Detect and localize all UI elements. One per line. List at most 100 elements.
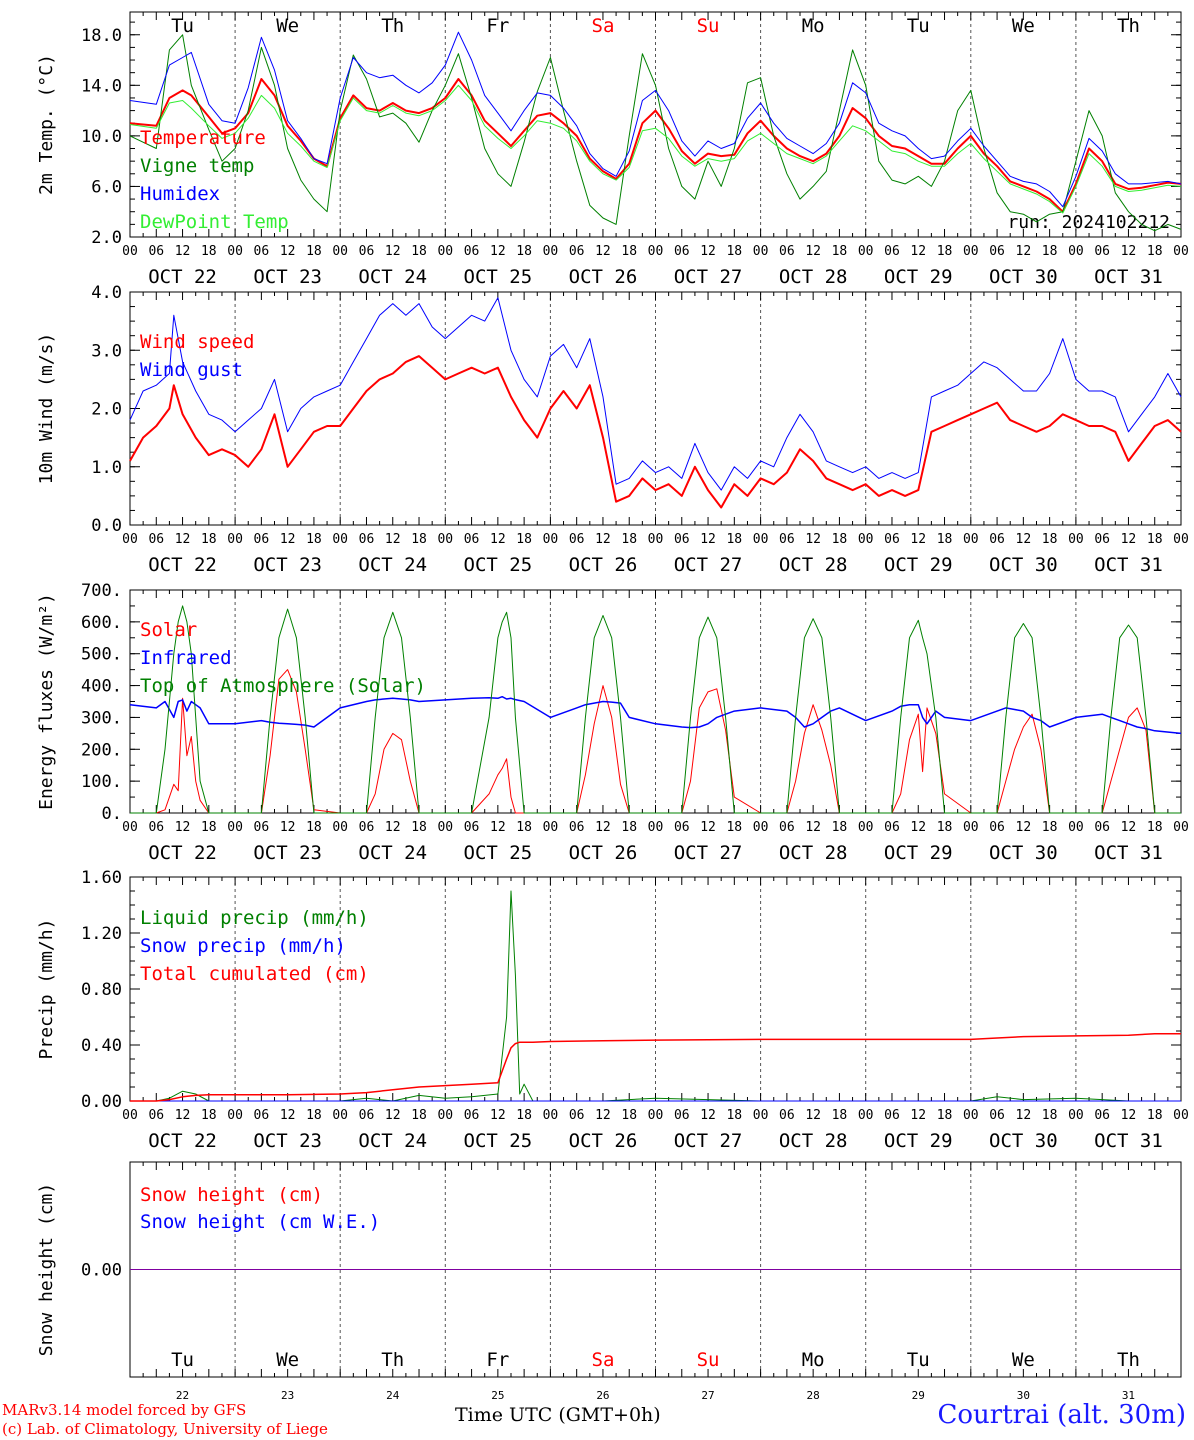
model-credit: MARv3.14 model forced by GFS	[2, 1401, 247, 1419]
hour-label: 12	[805, 244, 821, 259]
date-label: OCT 24	[358, 1130, 427, 1152]
hour-label: 12	[175, 820, 191, 835]
hour-label: 18	[1147, 532, 1163, 547]
hour-label: 18	[937, 532, 953, 547]
date-label: OCT 22	[148, 842, 217, 864]
hour-label: 06	[779, 1108, 795, 1123]
hour-label: 00	[543, 1108, 559, 1123]
weekday-label: Th	[381, 15, 404, 37]
series-line-energy-1	[129, 695, 1182, 735]
hour-label: 06	[989, 532, 1005, 547]
legend-entry: Infrared	[140, 647, 232, 669]
hour-label: 12	[700, 1108, 716, 1123]
date-label: OCT 29	[884, 554, 953, 576]
weekday-label: Su	[697, 15, 720, 37]
hour-label: 18	[832, 244, 848, 259]
hour-label: 18	[832, 532, 848, 547]
hour-label: 00	[1068, 532, 1084, 547]
date-label: OCT 27	[674, 842, 743, 864]
weekday-label: Fr	[486, 1349, 509, 1371]
day-number-label: 23	[281, 1389, 294, 1402]
date-label: OCT 30	[989, 266, 1058, 288]
panel-temp: 2.0 6.0 10.0 14.0 18.0 2m Temp. (°C) 00 06 12 18 0…	[36, 11, 1189, 288]
date-label: OCT 23	[253, 1130, 322, 1152]
y-axis-label: Snow height (cm)	[36, 1183, 57, 1356]
hour-label: 00	[332, 820, 348, 835]
hour-label: 00	[963, 244, 979, 259]
hour-label: 18	[726, 532, 742, 547]
hour-label: 18	[306, 820, 322, 835]
day-number-label: 29	[912, 1389, 925, 1402]
y-tick-label: 600.	[81, 613, 122, 633]
hour-label: 06	[779, 244, 795, 259]
date-label: OCT 27	[674, 1130, 743, 1152]
x-axis-title: Time UTC (GMT+0h)	[455, 1404, 661, 1426]
hour-label: 18	[1042, 820, 1058, 835]
hour-label: 12	[490, 820, 506, 835]
hour-label: 00	[543, 820, 559, 835]
hour-label: 00	[332, 1108, 348, 1123]
hour-label: 06	[884, 532, 900, 547]
hour-label: 06	[569, 244, 585, 259]
date-label: OCT 30	[989, 842, 1058, 864]
hour-label: 00	[227, 532, 243, 547]
hour-label: 12	[805, 532, 821, 547]
hour-label: 18	[201, 244, 217, 259]
y-axis-label: 10m Wind (m/s)	[36, 333, 57, 485]
hour-label: 18	[937, 244, 953, 259]
panel-wind: 0.0 1.0 2.0 3.0 4.0 10m Wind (m/s) 00 06 12 18 00 0…	[36, 283, 1189, 576]
hour-label: 06	[148, 820, 164, 835]
y-axis-label: Energy fluxes (W/m²)	[36, 593, 57, 810]
date-label: OCT 24	[358, 266, 427, 288]
series-line-precip-2	[130, 1033, 1181, 1102]
date-label: OCT 26	[569, 554, 638, 576]
hour-label: 00	[753, 1108, 769, 1123]
y-tick-label: 4.0	[91, 283, 122, 303]
date-label: OCT 23	[253, 266, 322, 288]
series-line-energy-2	[130, 605, 1181, 814]
hour-label: 00	[437, 244, 453, 259]
hour-label: 00	[753, 532, 769, 547]
hour-label: 12	[1121, 244, 1137, 259]
hour-label: 18	[201, 532, 217, 547]
hour-label: 12	[910, 532, 926, 547]
date-label: OCT 25	[464, 266, 533, 288]
hour-label: 00	[122, 244, 138, 259]
weekday-label: Tu	[907, 1349, 930, 1371]
hour-label: 06	[1094, 1108, 1110, 1123]
hour-label: 06	[359, 1108, 375, 1123]
day-number-label: 25	[491, 1389, 504, 1402]
hour-label: 18	[411, 820, 427, 835]
hour-label: 00	[1068, 820, 1084, 835]
hour-label: 00	[437, 820, 453, 835]
hour-label: 06	[884, 820, 900, 835]
date-label: OCT 28	[779, 266, 848, 288]
date-label: OCT 24	[358, 842, 427, 864]
hour-label: 18	[1147, 1108, 1163, 1123]
y-tick-label: 18.0	[81, 26, 122, 46]
y-tick-label: 0.40	[81, 1036, 122, 1056]
hour-label: 00	[1173, 532, 1189, 547]
date-label: OCT 28	[779, 1130, 848, 1152]
hour-label: 18	[726, 244, 742, 259]
day-number-label: 24	[386, 1389, 400, 1402]
hour-label: 00	[648, 820, 664, 835]
hour-label: 12	[595, 244, 611, 259]
date-label: OCT 27	[674, 266, 743, 288]
hour-label: 12	[385, 1108, 401, 1123]
y-tick-label: 14.0	[81, 76, 122, 96]
hour-label: 18	[832, 820, 848, 835]
date-label: OCT 25	[464, 1130, 533, 1152]
y-tick-label: 1.0	[91, 458, 122, 478]
date-label: OCT 24	[358, 554, 427, 576]
y-tick-label: 0.	[102, 804, 122, 824]
hour-label: 18	[621, 532, 637, 547]
hour-label: 00	[963, 820, 979, 835]
y-axis-label: Precip (mm/h)	[36, 919, 57, 1060]
date-label: OCT 30	[989, 1130, 1058, 1152]
weekday-label: Th	[1117, 1349, 1140, 1371]
hour-label: 00	[122, 820, 138, 835]
hour-label: 00	[858, 820, 874, 835]
hour-label: 06	[464, 244, 480, 259]
legend-entry: Wind speed	[140, 331, 254, 353]
